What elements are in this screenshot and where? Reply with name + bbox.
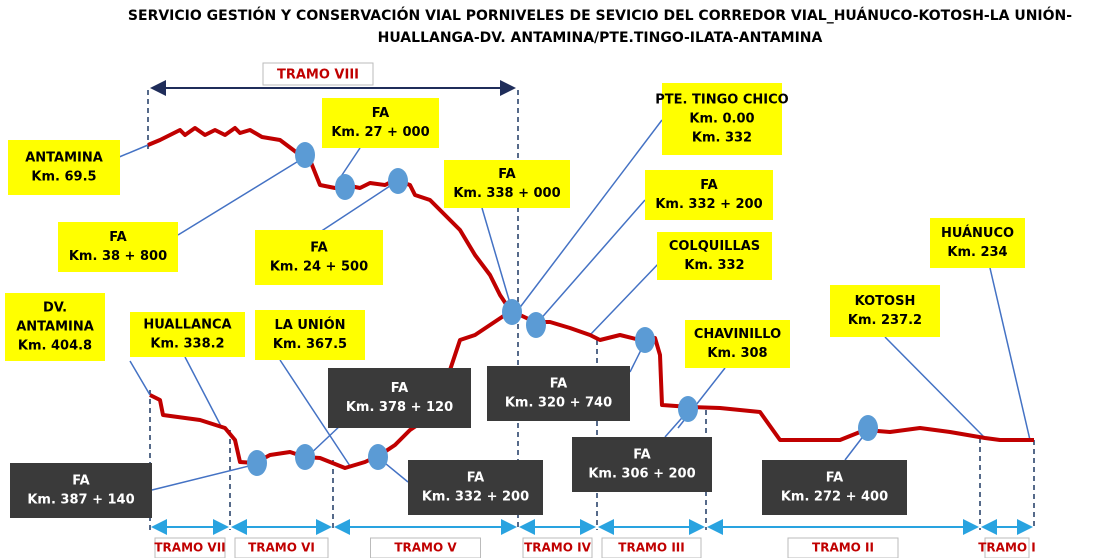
title-line: SERVICIO GESTIÓN Y CONSERVACIÓN VIAL POR… <box>128 6 1072 24</box>
label-box <box>657 232 772 280</box>
tramo-box <box>370 537 481 558</box>
label-text: Km. 332 + 200 <box>655 197 762 212</box>
tramo-label: TRAMO III <box>618 541 684 555</box>
tramo-label: TRAMO VII <box>154 541 225 555</box>
label-box <box>10 463 152 518</box>
label-text: Km. 24 + 500 <box>270 260 368 275</box>
label-text: Km. 306 + 200 <box>588 467 695 482</box>
tramo-label: TRAMO VI <box>248 541 315 555</box>
label-text: HUALLANCA <box>143 318 231 333</box>
tramo-label: TRAMO I <box>978 541 1036 555</box>
label-text: FA <box>633 448 650 463</box>
label-text: FA <box>109 230 126 245</box>
label-text: CHAVINILLO <box>694 327 781 342</box>
label-text: Km. 378 + 120 <box>346 400 453 415</box>
label-box <box>444 160 570 208</box>
label-box <box>762 460 907 515</box>
title-line: HUALLANGA-DV. ANTAMINA/PTE.TINGO-ILATA-A… <box>378 30 823 46</box>
label-text: Km. 38 + 800 <box>69 249 167 264</box>
label-box <box>487 366 630 421</box>
label-text: FA <box>391 381 408 396</box>
label-box <box>8 140 120 195</box>
label-box <box>645 170 773 220</box>
label-text: Km. 69.5 <box>31 170 96 185</box>
connectors <box>111 119 1031 491</box>
label-text: ANTAMINA <box>25 151 103 166</box>
label-box <box>322 98 439 148</box>
label-box <box>830 285 940 337</box>
tramo-label: TRAMO IV <box>524 541 591 555</box>
label-text: Km. 404.8 <box>18 339 92 354</box>
label-text: KOTOSH <box>855 294 916 309</box>
label-text: FA <box>550 377 567 392</box>
label-text: FA <box>372 106 389 121</box>
label-box <box>255 230 383 285</box>
label-text: Km. 332 <box>684 258 744 273</box>
label-text: Km. 237.2 <box>848 313 922 328</box>
label-text: Km. 272 + 400 <box>781 490 888 505</box>
label-text: COLQUILLAS <box>669 239 760 254</box>
label-box <box>930 218 1025 268</box>
label-text: Km. 332 + 200 <box>422 490 529 505</box>
label-text: FA <box>498 167 515 182</box>
label-box <box>58 222 178 272</box>
tramo-box <box>262 62 374 86</box>
label-box <box>408 460 543 515</box>
tramo-box <box>601 537 702 558</box>
tramo-label: TRAMO VIII <box>277 68 359 83</box>
tramo-box <box>984 537 1030 558</box>
label-box <box>685 320 790 368</box>
tramo-box <box>522 537 593 558</box>
label-text: Km. 0.00 <box>689 112 754 127</box>
tramo-box <box>787 537 899 558</box>
label-text: LA UNIÓN <box>274 317 345 333</box>
label-text: FA <box>700 178 717 193</box>
label-box <box>255 310 365 360</box>
label-text: Km. 338 + 000 <box>453 186 560 201</box>
points <box>247 142 878 476</box>
label-text: FA <box>72 474 89 489</box>
label-text: ANTAMINA <box>16 320 94 335</box>
label-text: Km. 332 <box>692 131 752 146</box>
label-text: FA <box>310 241 327 256</box>
label-text: Km. 387 + 140 <box>27 493 134 508</box>
road <box>147 126 1034 470</box>
tramo-label: TRAMO II <box>812 541 874 555</box>
label-text: Km. 367.5 <box>273 337 347 352</box>
tramo-box <box>234 537 329 558</box>
label-text: PTE. TINGO CHICO <box>655 93 788 108</box>
label-box <box>130 312 245 357</box>
label-text: HUÁNUCO <box>941 225 1014 241</box>
label-box <box>572 437 712 492</box>
label-text: DV. <box>43 301 67 316</box>
label-box <box>328 368 471 428</box>
label-text: Km. 308 <box>707 346 767 361</box>
label-text: FA <box>467 471 484 486</box>
label-text: Km. 338.2 <box>150 337 224 352</box>
tramo-box <box>154 537 226 558</box>
label-text: Km. 320 + 740 <box>505 396 612 411</box>
tramo-label: TRAMO V <box>394 541 457 555</box>
label-text: Km. 234 <box>947 245 1007 260</box>
label-text: FA <box>826 471 843 486</box>
label-box <box>5 293 105 361</box>
label-text: Km. 27 + 000 <box>331 125 429 140</box>
label-box <box>662 83 782 155</box>
